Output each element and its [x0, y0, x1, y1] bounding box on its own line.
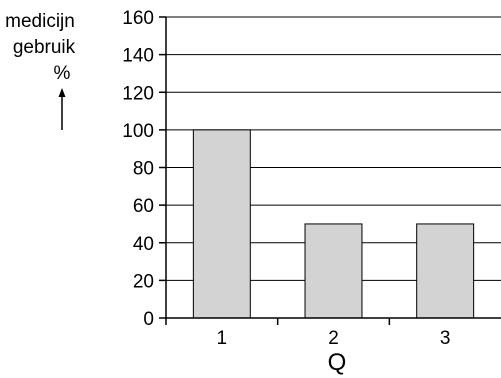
y-tick-label-160: 160: [122, 8, 154, 29]
x-tick-label-1: 1: [217, 328, 228, 349]
y-tick-label-0: 0: [143, 309, 154, 330]
y-tick-label-60: 60: [133, 196, 154, 217]
y-axis-label-line-1: medicijn: [5, 11, 75, 32]
bar-1: [192, 129, 251, 319]
y-axis-arrow-icon: [58, 88, 66, 130]
x-tick-label-2: 2: [328, 328, 339, 349]
y-axis-label-line-2: gebruik: [13, 37, 76, 58]
bar-3: [416, 223, 475, 319]
bars-layer: [192, 129, 475, 319]
x-tick-label-3: 3: [440, 328, 451, 349]
y-tick-label-20: 20: [133, 271, 154, 292]
labels-layer: 0 20 40 60 80 100 120 140 160 1 2 3: [122, 8, 450, 349]
y-tick-label-100: 100: [122, 121, 154, 142]
y-tick-label-120: 120: [122, 83, 154, 104]
axes-layer: [159, 16, 501, 325]
y-tick-label-140: 140: [122, 46, 154, 67]
y-tick-label-80: 80: [133, 159, 154, 180]
bar-2: [304, 223, 363, 319]
y-axis-label-line-3: %: [54, 63, 71, 84]
x-axis-label: Q: [328, 349, 347, 376]
y-tick-label-40: 40: [133, 234, 154, 255]
